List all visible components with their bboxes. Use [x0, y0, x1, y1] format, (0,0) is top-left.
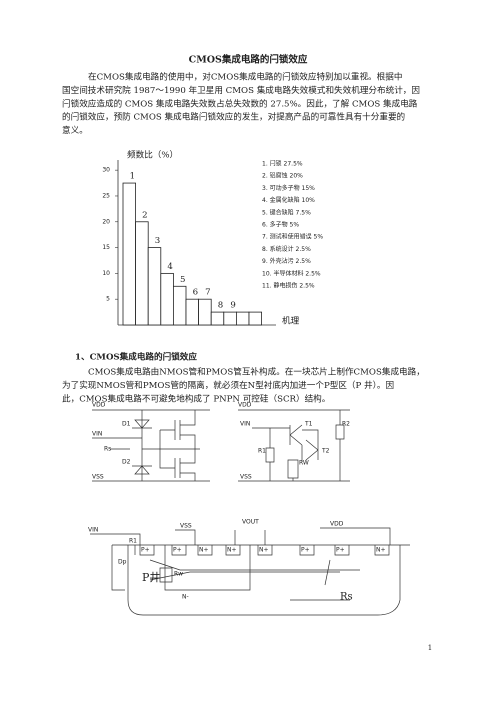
paragraph-line: 为了实现NMOS管和PMOS管的隔离，就必须在N型衬底内加进一个P型区（P 井）… [62, 379, 394, 391]
circuit-label: D2 [122, 459, 131, 466]
bar [160, 272, 174, 326]
circuit-label: VIN [240, 421, 250, 428]
cs-label: P+ [336, 547, 345, 554]
paragraph-line: 此，CMOS集成电路不可避免地构成了 PNPN 可控硅（SCR）结构。 [62, 393, 330, 405]
cs-label: N+ [227, 547, 237, 554]
circuit-label: T2 [321, 448, 330, 455]
cs-label: Rs [340, 592, 353, 603]
cs-label: N+ [376, 547, 386, 554]
legend-item: 9. 外壳沾污 2.5% [262, 257, 311, 265]
bar-label: 8 [218, 301, 223, 311]
x-axis-label: 机理 [282, 315, 300, 327]
cs-label: N- [182, 594, 189, 601]
circuit-label: VDD [238, 402, 252, 409]
legend-item: 11. 静电损伤 2.5% [262, 282, 315, 290]
cs-label: P+ [141, 547, 150, 554]
y-tick-label: 5 [106, 296, 110, 303]
y-tick-label: 15 [102, 244, 110, 251]
bar [147, 247, 162, 326]
y-axis-label: 频数比（%） [127, 149, 178, 161]
legend-item: 5. 键合缺陷 7.5% [262, 208, 311, 216]
paragraph-line: 意义。 [62, 124, 88, 136]
circuit-label: VIN [92, 431, 102, 438]
bar-label: 6 [193, 288, 198, 298]
circuit-label: Rs [104, 446, 111, 453]
bar [248, 311, 263, 326]
y-tick-label: 25 [102, 192, 110, 199]
page-number: 1 [428, 644, 432, 652]
circuit-label: VDD [92, 402, 106, 409]
circuit-label: VSS [92, 474, 104, 481]
section-heading: 1、CMOS集成电路的闩锁效应 [75, 351, 197, 363]
circuit-a [92, 409, 210, 482]
cs-label: VDD [330, 521, 344, 528]
legend-item: 8. 系统设计 2.5% [262, 245, 311, 253]
bar [172, 285, 187, 326]
circuit-label: VSS [240, 474, 252, 481]
legend-item: 6. 多子物 5% [262, 221, 299, 229]
paragraph-line: 在CMOS集成电路的使用中，对CMOS集成电路的闩锁效应特别加以重视。根据中 [88, 71, 402, 83]
paragraph-line: CMOS集成电路由NMOS管和PMOS管互补构成。在一块芯片上制作CMOS集成电… [88, 366, 425, 378]
bar-label: 2 [142, 210, 147, 220]
cs-label: N+ [259, 547, 269, 554]
cross-section [90, 527, 410, 616]
cs-label: VOUT [242, 519, 259, 526]
bar [135, 221, 149, 326]
legend-item: 10. 半导体材料 2.5% [262, 269, 321, 277]
cs-label: Rw [174, 571, 183, 578]
y-tick-label: 10 [102, 270, 110, 277]
paragraph-line: 闩锁效应造成的 CMOS 集成电路失效数占总失效数的 27.5%。因此，了解 C… [62, 97, 418, 109]
cs-label: P井 [142, 570, 160, 584]
bar [223, 311, 237, 326]
legend-item: 7. 测试和使用错误 5% [262, 233, 323, 241]
bar-label: 3 [155, 236, 160, 246]
cs-label: Dp [118, 559, 127, 566]
cs-label: N+ [199, 547, 209, 554]
circuit-b [238, 409, 350, 482]
bar [235, 311, 250, 326]
circuit-label: D1 [122, 421, 131, 428]
cs-label: VIN [88, 527, 98, 534]
bar-label: 9 [230, 301, 235, 311]
bar [198, 298, 212, 326]
legend-item: 2. 铝腐蚀 20% [262, 172, 303, 180]
cs-label: P+ [301, 547, 310, 554]
circuit-label: R2 [342, 421, 350, 428]
circuit-label: T1 [304, 421, 313, 428]
legend-item: 1. 闩锁 27.5% [262, 160, 303, 168]
cs-label: R1 [129, 538, 137, 545]
bar-label: 4 [167, 262, 173, 272]
bar-label: 7 [205, 288, 210, 298]
legend-item: 3. 可动多子物 15% [262, 184, 315, 192]
y-tick-label: 30 [102, 167, 110, 174]
bar-label: 5 [180, 275, 185, 285]
bar-label: 1 [130, 172, 135, 182]
y-tick-label: 20 [102, 218, 110, 225]
bar [185, 298, 200, 326]
legend-item: 4. 金属化缺陷 10% [262, 196, 315, 204]
paragraph-line: 国空间技术研究院 1987～1990 年卫星用 CMOS 集成电路失效模式和失效… [62, 84, 420, 96]
circuit-label: RW [299, 460, 309, 467]
cs-label: P+ [173, 547, 182, 554]
bar [210, 311, 225, 326]
circuit-label: R1 [258, 448, 266, 455]
cs-label: VSS [180, 523, 192, 530]
title: CMOS集成电路的闩锁效应 [189, 54, 308, 66]
paragraph-line: 的闩锁效应，预防 CMOS 集成电路闩锁效应的发生，对提高产品的可靠性具有十分重… [62, 111, 405, 123]
bar [122, 182, 137, 326]
